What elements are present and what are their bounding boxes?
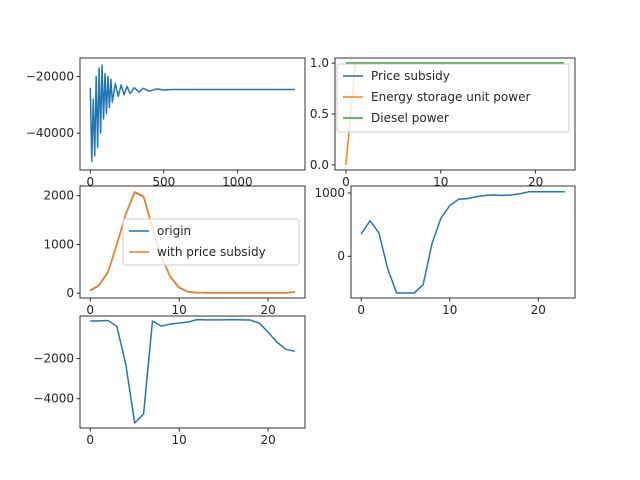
- subplot-top-right: 0 10 20 0.0 0.5 1.0: [310, 56, 576, 189]
- y-tick-label: 0.5: [310, 107, 329, 121]
- y-tick-label: 0: [337, 249, 345, 263]
- y-tick-label: −40000: [26, 126, 74, 140]
- x-tick-label: 0: [357, 303, 365, 317]
- y-tick-label: 0: [66, 286, 74, 300]
- x-tick-label: 0: [86, 303, 94, 317]
- series-group: [90, 318, 295, 424]
- x-tick-label: 1000: [222, 175, 253, 189]
- x-tick-label: 10: [433, 175, 448, 189]
- x-tick-label: 20: [260, 303, 275, 317]
- legend-box: [336, 63, 570, 133]
- axes-frame: [79, 315, 306, 429]
- legend-box: [122, 218, 300, 266]
- x-tick-label: 0: [342, 175, 350, 189]
- x-tick-label: 10: [442, 303, 457, 317]
- axes-frame: [79, 185, 306, 299]
- y-tick-label: 1.0: [310, 56, 329, 70]
- x-tick-label: 500: [152, 175, 175, 189]
- legend-label: origin: [157, 224, 191, 238]
- x-tick-label: 10: [172, 433, 187, 447]
- legend-label: Price subsidy: [371, 69, 450, 83]
- y-tick-label: −2000: [33, 351, 74, 365]
- x-tick-label: 0: [86, 433, 94, 447]
- x-tick-label: 0: [86, 175, 94, 189]
- legend-label: Diesel power: [371, 111, 449, 125]
- legend-label: with price subsidy: [157, 245, 266, 259]
- y-tick-label: 2000: [43, 189, 74, 203]
- subplot-middle-right: 0 10 20 0 1000: [314, 185, 576, 317]
- y-tick-label: −20000: [26, 69, 74, 83]
- axes-frame: [79, 57, 306, 171]
- series-line-0: [360, 190, 565, 294]
- subplot-bottom-left: 0 10 20 −4000 −2000: [33, 315, 306, 447]
- series-line-0: [89, 64, 295, 163]
- y-tick-label: 1000: [314, 186, 345, 200]
- legend-label: Energy storage unit power: [371, 90, 530, 104]
- x-tick-label: 20: [531, 303, 546, 317]
- subplot-top-left: 0 500 1000 −40000 −20000: [26, 57, 306, 189]
- x-tick-label: 20: [528, 175, 543, 189]
- y-tick-label: −4000: [33, 392, 74, 406]
- series-group: [360, 190, 565, 294]
- x-tick-label: 20: [260, 433, 275, 447]
- x-tick-label: 10: [172, 303, 187, 317]
- series-group: [89, 64, 295, 163]
- series-line-0: [90, 318, 295, 424]
- legend-top-right: Price subsidy Energy storage unit power Di…: [336, 63, 570, 133]
- legend-middle-left: origin with price subsidy: [122, 218, 300, 266]
- y-tick-label: 1000: [43, 237, 74, 251]
- y-tick-label: 0.0: [310, 158, 329, 172]
- axes-frame: [350, 185, 576, 299]
- series-group: [345, 62, 565, 165]
